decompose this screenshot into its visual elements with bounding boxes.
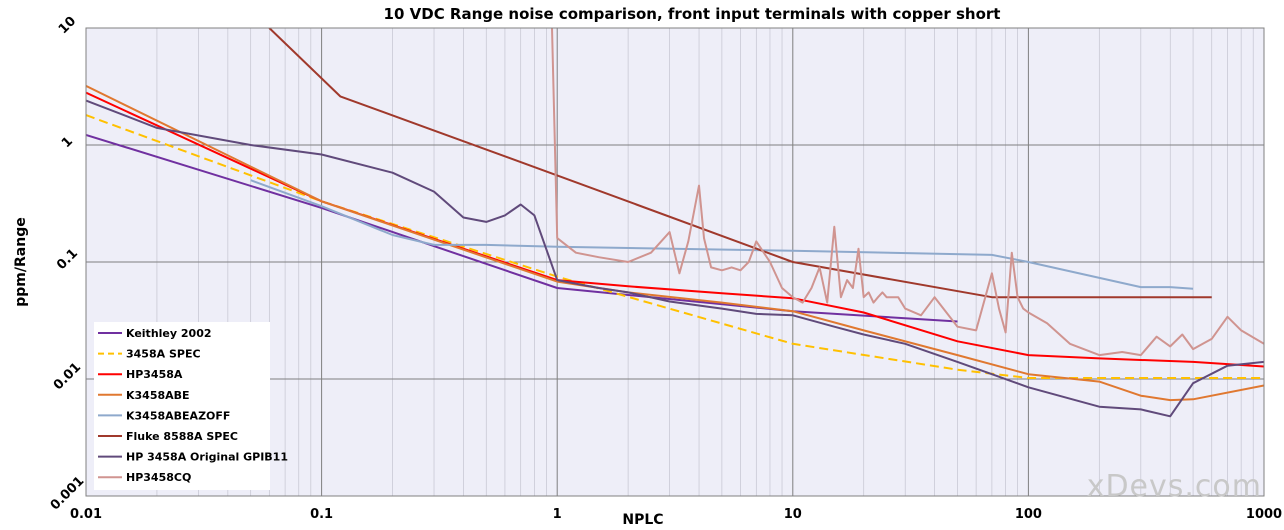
x-tick-label: 10 — [784, 507, 802, 522]
y-tick-label: 0.01 — [51, 360, 84, 393]
x-tick-label: 0.01 — [70, 507, 102, 522]
watermark: xDevs.com — [1087, 469, 1262, 504]
plot-border — [85, 27, 1265, 497]
series-line-8 — [551, 28, 1264, 357]
y-axis-title: ppm/Range — [13, 217, 29, 306]
x-tick-label: 1 — [553, 507, 562, 522]
chart-title: 10 VDC Range noise comparison, front inp… — [384, 5, 1001, 23]
legend-label: HP 3458A Original GPIB11 — [126, 451, 288, 464]
x-tick-labels: 0.01 0.1 1 10 100 1000 — [70, 507, 1282, 522]
y-tick-label: 10 — [56, 14, 79, 37]
legend-label: HP3458A — [126, 368, 183, 381]
legend-label: HP3458CQ — [126, 471, 191, 484]
y-tick-label: 1 — [59, 134, 76, 151]
series-line-5 — [250, 179, 1194, 290]
legend-label: 3458A SPEC — [126, 348, 201, 361]
x-tick-label: 100 — [1015, 507, 1042, 522]
legend: Keithley 2002 3458A SPEC HP3458A K3458ABE K3… — [94, 322, 288, 490]
legend-label: K3458ABEAZOFF — [126, 409, 230, 422]
series-line-2 — [86, 114, 1264, 379]
series-line-6 — [268, 28, 1212, 299]
series-line-7 — [86, 99, 1264, 418]
x-tick-label: 1000 — [1246, 507, 1282, 522]
series-lines — [86, 28, 1264, 418]
legend-label: Keithley 2002 — [126, 327, 212, 340]
series-line-4 — [86, 85, 1264, 402]
x-axis-title: NPLC — [622, 512, 663, 528]
legend-label: Fluke 8588A SPEC — [126, 430, 238, 443]
legend-box — [94, 322, 270, 490]
legend-label: K3458ABE — [126, 389, 190, 402]
series-line-1 — [86, 133, 958, 323]
series-line-3 — [86, 91, 1264, 368]
y-tick-label: 0.1 — [54, 246, 81, 273]
x-tick-label: 0.1 — [310, 507, 333, 522]
